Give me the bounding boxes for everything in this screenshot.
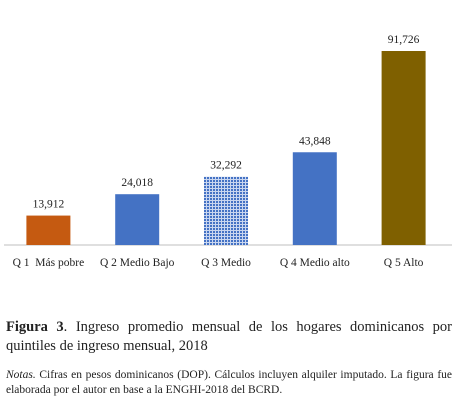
value-label: 24,018: [121, 177, 153, 189]
value-label: 13,912: [33, 199, 65, 211]
x-tick-label: Q 1 Más pobre: [13, 257, 85, 269]
bar: [292, 152, 337, 245]
value-label: 32,292: [210, 160, 242, 172]
bar: [381, 51, 426, 245]
figure-label: Figura 3: [6, 319, 64, 335]
caption: Figura 3. Ingreso promedio mensual de lo…: [6, 318, 452, 356]
notes-label: Notas.: [6, 369, 36, 381]
x-tick-label: Q 4 Medio alto: [280, 257, 350, 269]
bar: [204, 176, 248, 245]
x-tick-label: Q 5 Alto: [384, 257, 424, 269]
chart: Q 1 Más pobre 13,912 Q 2 Medio Bajo 24,018 Q…: [4, 34, 452, 269]
bar: [115, 194, 160, 245]
x-tick-label: Q 2 Medio Bajo: [100, 257, 175, 269]
caption-text: . Ingreso promedio mensual de los hogare…: [6, 319, 452, 354]
value-label: 91,726: [388, 34, 420, 46]
x-tick-label: Q 3 Medio: [201, 257, 251, 269]
value-label: 43,848: [299, 135, 331, 147]
notes: Notas. Cifras en pesos dominicanos (DOP)…: [6, 368, 452, 398]
notes-text: Cifras en pesos dominicanos (DOP). Cálcu…: [6, 369, 452, 396]
bar: [26, 215, 71, 245]
